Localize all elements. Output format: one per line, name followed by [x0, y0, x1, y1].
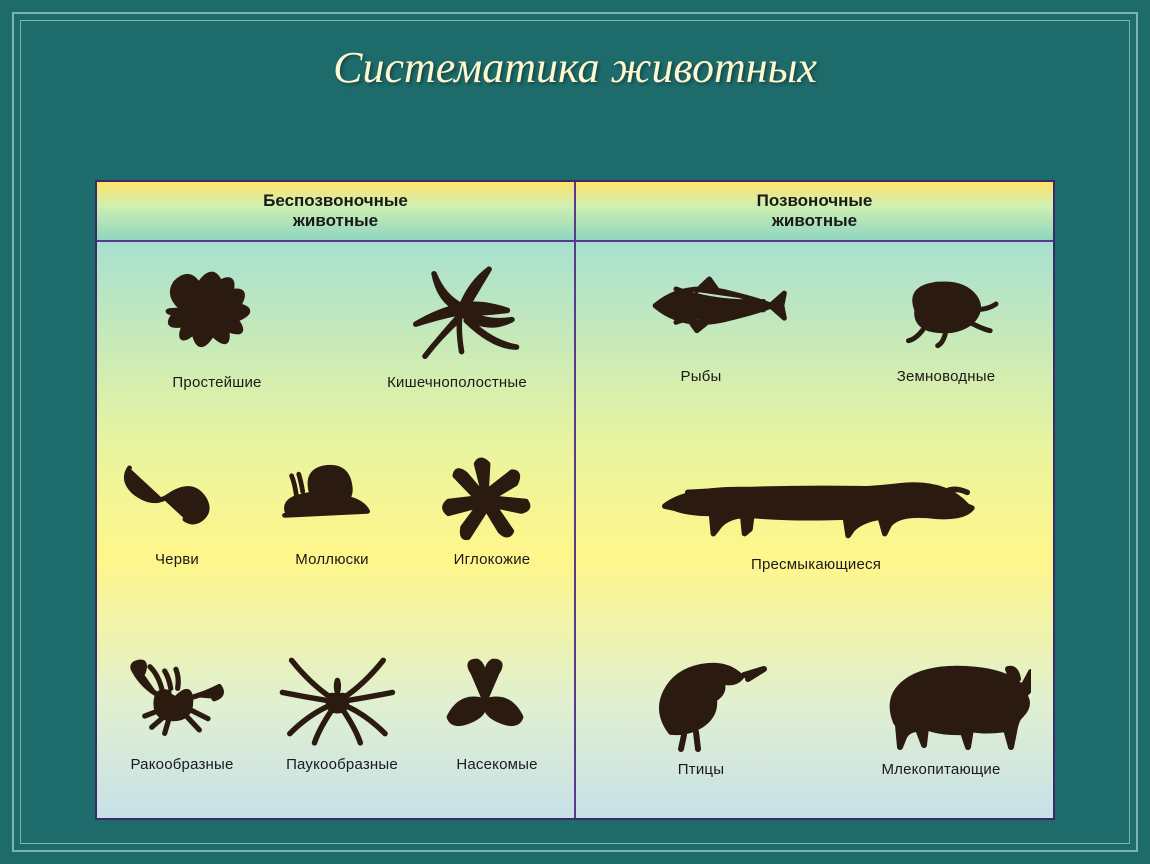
column-header-vertebrates: Позвоночные животные	[576, 182, 1053, 242]
systematics-chart: Беспозвоночные животные Простейшие Кишечн…	[95, 180, 1055, 820]
insecta-icon	[437, 642, 557, 752]
chart-columns: Беспозвоночные животные Простейшие Кишечн…	[97, 182, 1053, 818]
worms-label: Черви	[107, 551, 247, 568]
column-vertebrates: Позвоночные животные Рыбы Земноводные Прес…	[576, 182, 1053, 818]
fish-label: Рыбы	[596, 368, 806, 385]
arachnida-label: Паукообразные	[262, 756, 422, 773]
cell-aves: Птицы	[606, 637, 796, 778]
arachnida-icon	[272, 642, 412, 752]
worms-icon	[117, 452, 237, 547]
cell-mammalia: Млекопитающие	[836, 637, 1046, 778]
aves-icon	[621, 637, 781, 757]
cell-crustacea: Ракообразные	[107, 642, 257, 773]
insecta-label: Насекомые	[427, 756, 567, 773]
mammalia-icon	[851, 637, 1031, 757]
protozoa-icon	[142, 260, 292, 370]
amphibia-icon	[871, 264, 1021, 364]
mollusca-label: Моллюски	[257, 551, 407, 568]
cell-amphibia: Земноводные	[856, 264, 1036, 385]
aves-label: Птицы	[606, 761, 796, 778]
cell-worms: Черви	[107, 452, 247, 568]
crustacea-label: Ракообразные	[107, 756, 257, 773]
echinoderm-label: Иглокожие	[417, 551, 567, 568]
echinoderm-icon	[427, 452, 557, 547]
cell-protozoa: Простейшие	[117, 260, 317, 391]
cnidaria-label: Кишечнополостные	[347, 374, 567, 391]
reptilia-icon	[636, 442, 996, 552]
crustacea-icon	[117, 642, 247, 752]
amphibia-label: Земноводные	[856, 368, 1036, 385]
protozoa-label: Простейшие	[117, 374, 317, 391]
mammalia-label: Млекопитающие	[836, 761, 1046, 778]
column-body-invertebrates: Простейшие Кишечнополостные Черви Моллюски И…	[97, 242, 574, 818]
slide-title: Систематика животных	[0, 0, 1150, 93]
cell-mollusca: Моллюски	[257, 452, 407, 568]
column-header-invertebrates: Беспозвоночные животные	[97, 182, 574, 242]
cell-arachnida: Паукообразные	[262, 642, 422, 773]
cell-reptilia: Пресмыкающиеся	[616, 442, 1016, 573]
mollusca-icon	[267, 452, 397, 547]
cell-echinoderm: Иглокожие	[417, 452, 567, 568]
fish-icon	[611, 264, 791, 364]
cell-insecta: Насекомые	[427, 642, 567, 773]
column-invertebrates: Беспозвоночные животные Простейшие Кишечн…	[97, 182, 576, 818]
reptilia-label: Пресмыкающиеся	[616, 556, 1016, 573]
cell-cnidaria: Кишечнополостные	[347, 260, 567, 391]
cell-fish: Рыбы	[596, 264, 806, 385]
column-body-vertebrates: Рыбы Земноводные Пресмыкающиеся Птицы Млекоп…	[576, 242, 1053, 818]
cnidaria-icon	[377, 260, 537, 370]
